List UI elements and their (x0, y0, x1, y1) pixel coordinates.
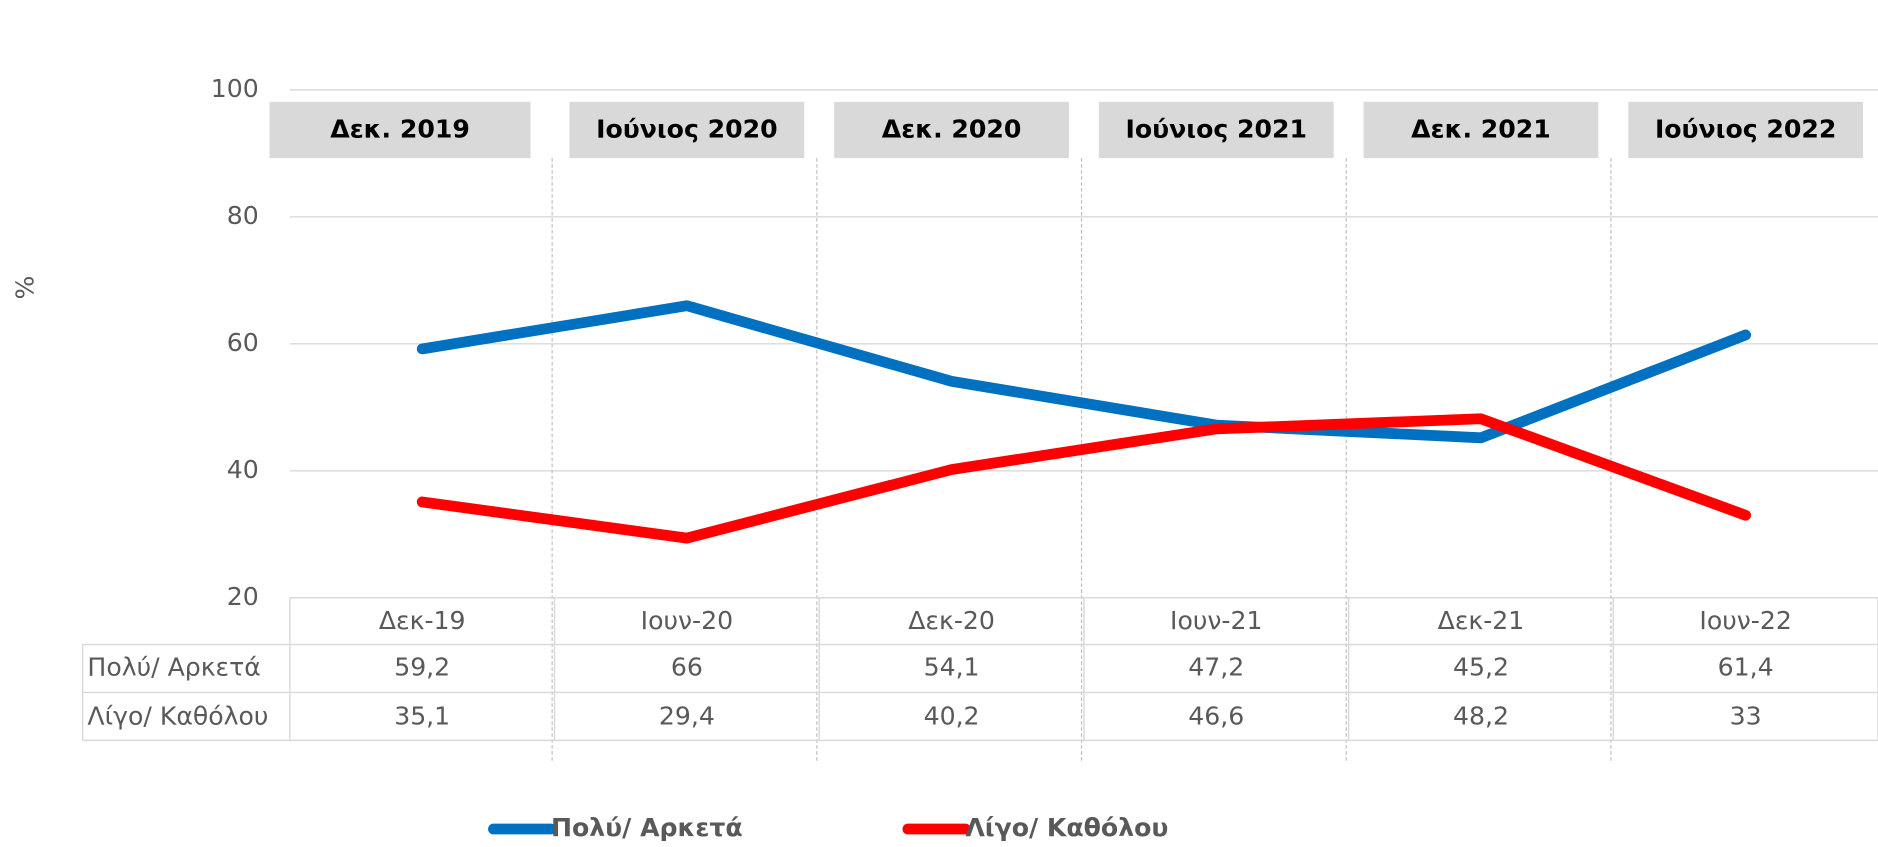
period-box (269, 101, 531, 159)
value-label: 40,2 (924, 702, 980, 731)
period-label: Δεκ. 2020 (882, 115, 1022, 144)
series-line (416, 413, 1752, 544)
table-row-label: Πολύ/ Αρκετά (87, 652, 260, 681)
value-label: 47,2 (1188, 652, 1244, 681)
period-label: Ιούνιος 2022 (1655, 115, 1836, 144)
x-tick-label: Δεκ-19 (379, 606, 466, 635)
x-tick-label: Δεκ-21 (1438, 606, 1525, 635)
value-label: 59,2 (394, 652, 450, 681)
y-tick-label: 40 (227, 455, 259, 484)
x-tick-label: Ιουν-21 (1170, 606, 1262, 635)
period-box (1098, 101, 1334, 159)
period-label: Ιούνιος 2021 (1126, 115, 1307, 144)
legend-label: Λίγο/ Καθόλου (965, 813, 1168, 842)
period-box (1628, 101, 1864, 159)
y-tick-label: 20 (227, 582, 259, 611)
period-box (834, 101, 1069, 159)
period-box (569, 101, 805, 159)
y-tick-label: 80 (227, 201, 259, 230)
value-label: 54,1 (924, 652, 980, 681)
y-axis-label: % (10, 276, 39, 300)
period-label: Δεκ. 2019 (330, 115, 470, 144)
x-tick-label: Ιουν-20 (641, 606, 733, 635)
value-label: 35,1 (394, 702, 450, 731)
period-label: Ιούνιος 2020 (596, 115, 777, 144)
y-tick-label: 60 (227, 328, 259, 357)
x-tick-label: Δεκ-20 (908, 606, 995, 635)
x-tick-label: Ιουν-22 (1699, 606, 1791, 635)
value-label: 29,4 (659, 702, 715, 731)
value-label: 48,2 (1453, 702, 1509, 731)
value-label: 45,2 (1453, 652, 1509, 681)
value-label: 61,4 (1718, 652, 1774, 681)
legend-label: Πολύ/ Αρκετά (551, 813, 743, 842)
period-label: Δεκ. 2021 (1411, 115, 1551, 144)
value-label: 66 (671, 652, 703, 681)
y-tick-label: 100 (211, 74, 259, 103)
table-row-label: Λίγο/ Καθόλου (87, 702, 268, 731)
value-label: 46,6 (1188, 702, 1244, 731)
series-line (416, 300, 1752, 444)
period-box (1363, 101, 1599, 159)
value-label: 33 (1730, 702, 1762, 731)
